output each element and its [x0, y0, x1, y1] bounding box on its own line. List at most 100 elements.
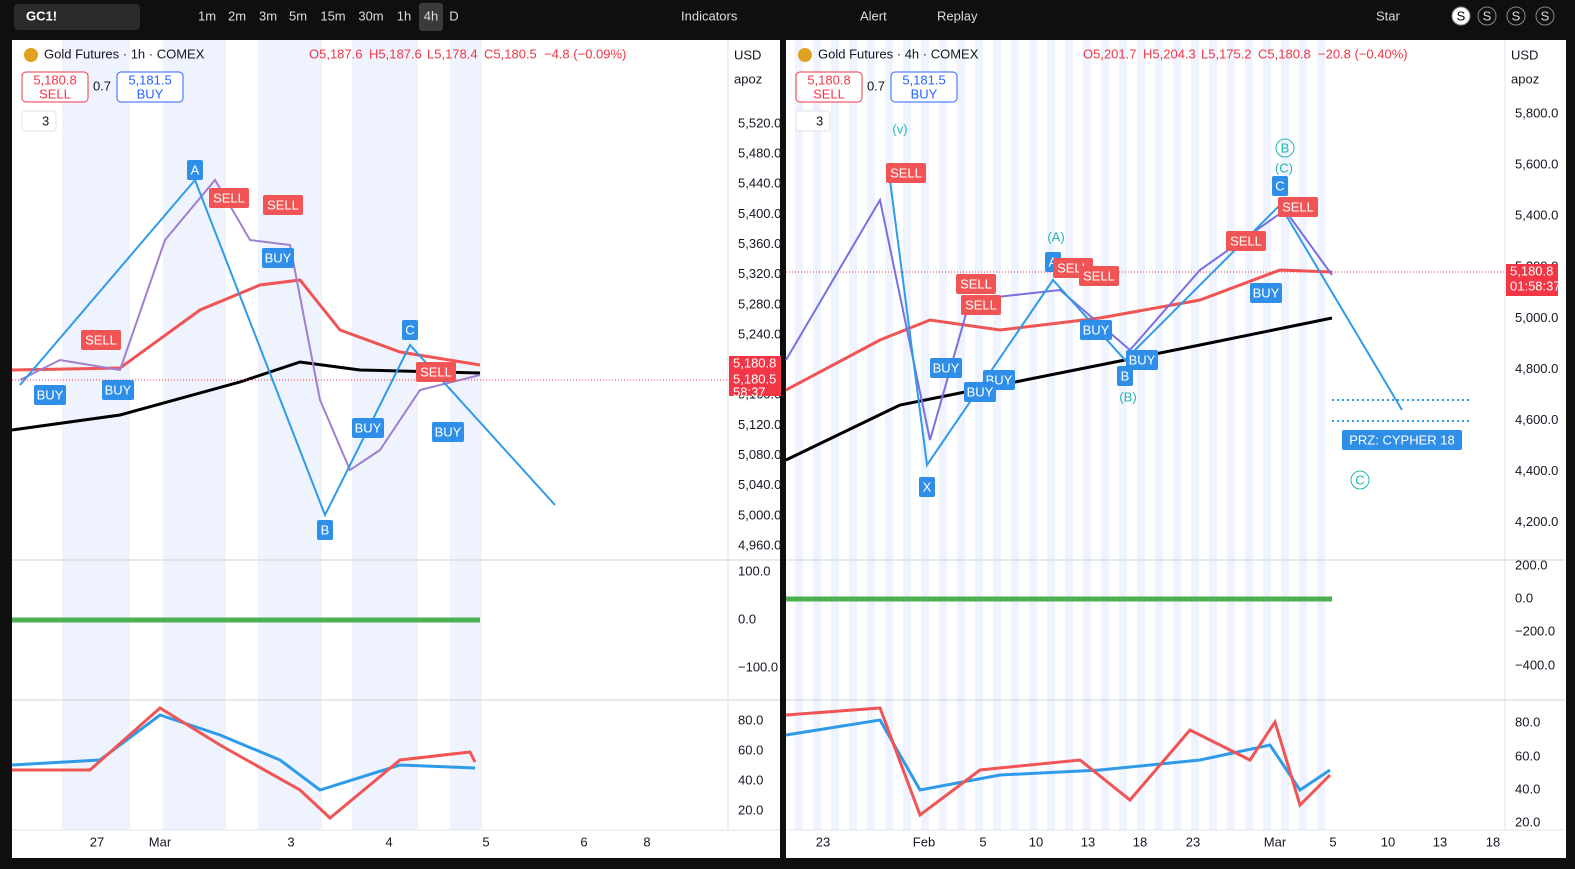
band — [849, 40, 857, 830]
band — [1191, 40, 1199, 830]
alert-button[interactable]: Alert — [860, 8, 887, 23]
osc-tick: 0.0 — [738, 611, 756, 626]
time-label: 3 — [287, 834, 294, 849]
spread: 0.7 — [93, 78, 111, 93]
rsi-b — [785, 706, 1332, 818]
wave-label: (v) — [892, 121, 907, 136]
ohlc-value: H5,187.6 — [369, 46, 422, 61]
wave-label: (C) — [1275, 160, 1293, 175]
layout-name[interactable]: Star — [1376, 8, 1401, 23]
time-label: 13 — [1433, 834, 1447, 849]
symbol[interactable]: GC1! — [26, 8, 57, 23]
price-tag: 58:37 — [733, 384, 766, 399]
interval[interactable]: 1m — [198, 8, 216, 23]
signal-label: C — [405, 322, 414, 337]
band — [795, 40, 803, 830]
price-tick: 5,280.0 — [738, 296, 781, 311]
scale-mode[interactable]: apoz — [734, 71, 762, 86]
symbol-icon — [798, 48, 812, 62]
buy-button[interactable] — [890, 71, 958, 103]
price-tag: 01:58:37 — [1510, 278, 1561, 293]
signal-label: B — [321, 522, 330, 537]
buy-label: BUY — [911, 86, 938, 101]
band — [1155, 40, 1163, 830]
rsi-tick: 20.0 — [1515, 814, 1540, 829]
buy-button[interactable] — [116, 71, 184, 103]
symbol-box[interactable] — [14, 4, 140, 30]
price-tick: 4,800.0 — [1515, 361, 1558, 376]
signal-label: BUY — [105, 382, 132, 397]
price-tick: 5,600.0 — [1515, 157, 1558, 172]
avatar[interactable] — [1477, 6, 1497, 26]
sell-signal — [886, 163, 926, 183]
interval[interactable]: 30m — [358, 8, 383, 23]
sell-signal — [1079, 266, 1119, 286]
osc-tick: −100.0 — [738, 659, 778, 674]
price-tick: 5,000.0 — [738, 507, 781, 522]
signal-label: C — [1275, 178, 1284, 193]
buy-signal — [1126, 350, 1158, 370]
interval[interactable]: 15m — [320, 8, 345, 23]
avatar[interactable] — [1535, 6, 1555, 26]
sell-signal — [263, 195, 303, 215]
wave-circle — [1275, 138, 1295, 158]
scale-mode[interactable]: apoz — [1511, 71, 1539, 86]
currency[interactable]: USD — [1511, 47, 1538, 62]
price-tick: 5,400.0 — [1515, 208, 1558, 223]
ohlc-value: C5,180.5 — [484, 46, 537, 61]
band — [1299, 40, 1307, 830]
ohlc-value: C5,180.8 — [1258, 46, 1311, 61]
buy-signal — [964, 382, 996, 402]
pattern — [19, 178, 556, 518]
price-tag-bg — [729, 356, 781, 396]
avatar[interactable] — [1506, 6, 1526, 26]
indicator-toggle[interactable] — [795, 110, 831, 132]
interval[interactable]: 1h — [397, 8, 411, 23]
buy-signal — [352, 418, 384, 438]
buy-signal — [1080, 320, 1112, 340]
indicator-toggle[interactable] — [21, 110, 57, 132]
rsi-tick: 40.0 — [1515, 781, 1540, 796]
time-label: 5 — [979, 834, 986, 849]
ohlc-value: O5,187.6 — [309, 46, 363, 61]
price-tick: 5,440.0 — [738, 176, 781, 191]
band — [62, 40, 130, 830]
currency[interactable]: USD — [734, 47, 761, 62]
avatar-letter: S — [1483, 8, 1492, 23]
price-tag: 5,180.8 — [1510, 263, 1553, 278]
price-tick: 5,480.0 — [738, 146, 781, 161]
price-tick: 5,080.0 — [738, 447, 781, 462]
sell-label: SELL — [813, 86, 845, 101]
price-tick: 4,960.0 — [738, 537, 781, 552]
sell-button[interactable] — [21, 71, 89, 103]
rsi-tick: 40.0 — [738, 772, 763, 787]
price-tag-bg — [1506, 264, 1558, 296]
price-tick: 5,000.0 — [1515, 310, 1558, 325]
spread: 0.7 — [867, 78, 885, 93]
interval[interactable]: 2m — [228, 8, 246, 23]
avatar[interactable] — [1451, 6, 1471, 26]
time-label: 10 — [1381, 834, 1395, 849]
wave-label: (B) — [1119, 389, 1136, 404]
interval[interactable]: 3m — [259, 8, 277, 23]
interval[interactable]: 4h — [424, 8, 438, 23]
wave-label: B — [1281, 140, 1290, 155]
band — [1101, 40, 1109, 830]
signal-label: X — [923, 479, 932, 494]
sell-price: 5,180.8 — [807, 72, 850, 87]
indicators-button[interactable]: Indicators — [681, 8, 738, 23]
signal-label: SELL — [890, 165, 922, 180]
sell-button[interactable] — [795, 71, 863, 103]
interval[interactable]: 5m — [289, 8, 307, 23]
signal-label: BUY — [933, 360, 960, 375]
interval[interactable]: D — [449, 8, 458, 23]
price-tick: 5,040.0 — [738, 477, 781, 492]
replay-button[interactable]: Replay — [937, 8, 978, 23]
band — [975, 40, 983, 830]
rsi-tick: 20.0 — [738, 802, 763, 817]
signal-label: SELL — [267, 197, 299, 212]
time-label: 6 — [580, 834, 587, 849]
rsi-b — [12, 706, 477, 820]
buy-price: 5,181.5 — [902, 72, 945, 87]
ohlc-value: L5,178.4 — [427, 46, 478, 61]
